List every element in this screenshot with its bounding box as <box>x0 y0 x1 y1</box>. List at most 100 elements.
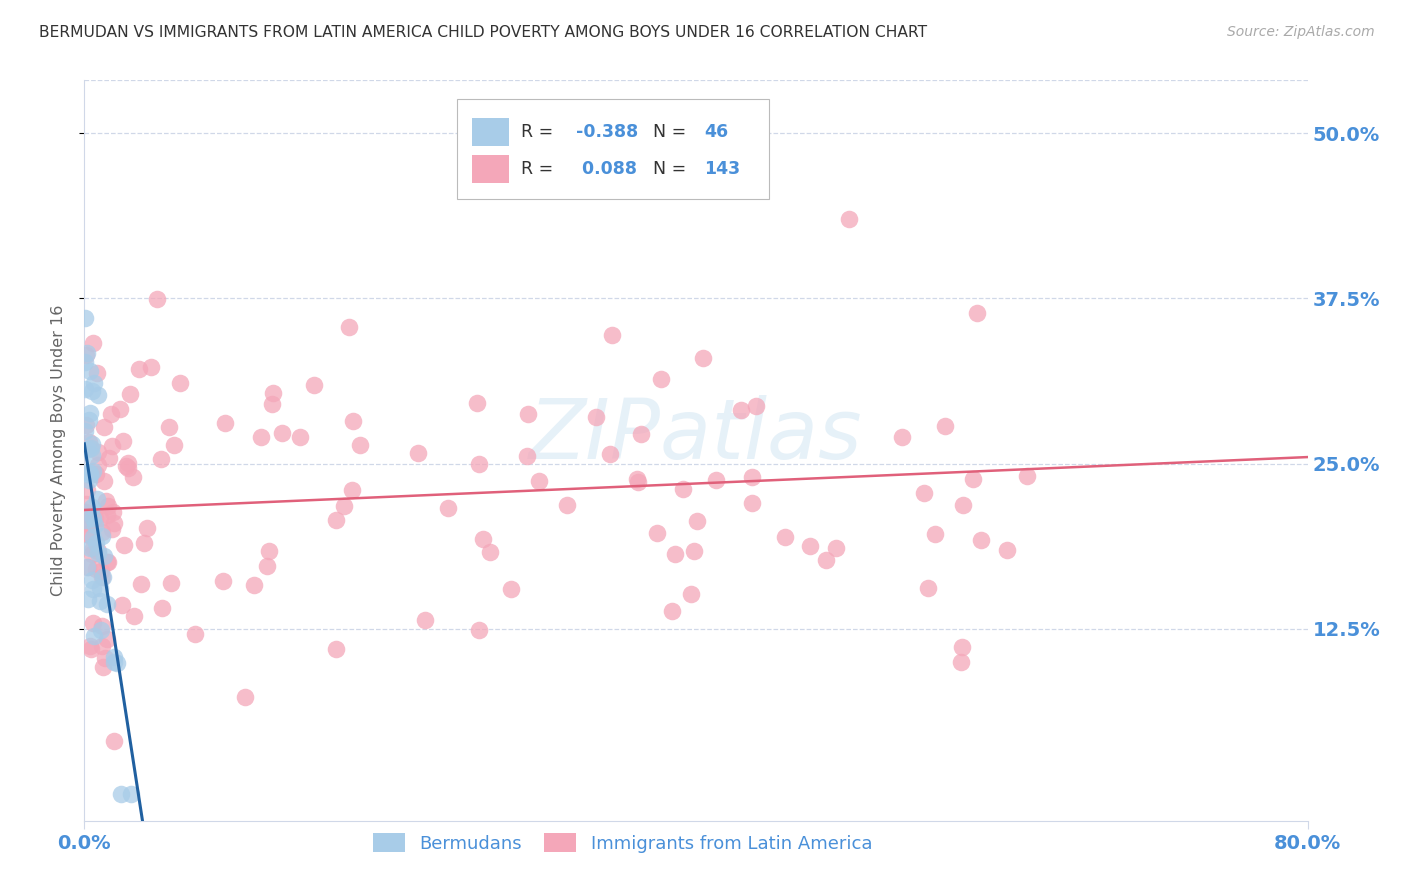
Point <box>89 593 111 607</box>
Point <box>692 351 714 366</box>
Point <box>730 402 752 417</box>
Point <box>84 467 107 481</box>
Point <box>77 442 100 456</box>
Point <box>86 491 108 506</box>
Text: N =: N = <box>654 123 692 141</box>
Point <box>212 574 235 588</box>
Point <box>87 544 110 558</box>
Text: R =: R = <box>522 123 558 141</box>
Point <box>87 388 110 402</box>
Point <box>91 618 114 632</box>
Point <box>838 212 860 227</box>
Point <box>97 451 120 466</box>
Point <box>970 533 993 547</box>
Point <box>160 576 183 591</box>
Point <box>415 613 437 627</box>
Point <box>585 410 607 425</box>
Point <box>949 655 972 669</box>
Point <box>87 444 110 458</box>
Point <box>77 591 100 606</box>
FancyBboxPatch shape <box>457 99 769 199</box>
Point <box>77 528 100 542</box>
Point <box>686 514 709 528</box>
Point <box>468 457 491 471</box>
Point <box>90 570 112 584</box>
Point <box>80 448 103 462</box>
FancyBboxPatch shape <box>472 118 509 146</box>
Point <box>82 511 104 525</box>
Point <box>243 578 266 592</box>
Point <box>82 541 104 555</box>
Point <box>105 656 128 670</box>
Text: 46: 46 <box>704 123 728 141</box>
Text: N =: N = <box>654 161 692 178</box>
Point <box>75 382 97 396</box>
Point <box>82 464 104 478</box>
Legend: Bermudans, Immigrants from Latin America: Bermudans, Immigrants from Latin America <box>366 825 880 860</box>
Point <box>288 430 311 444</box>
Point <box>86 366 108 380</box>
Point <box>82 582 104 597</box>
Point <box>184 626 207 640</box>
Y-axis label: Child Poverty Among Boys Under 16: Child Poverty Among Boys Under 16 <box>51 305 66 596</box>
Point <box>924 527 946 541</box>
Point <box>342 414 364 428</box>
Point <box>77 434 100 449</box>
Point <box>82 384 104 398</box>
Point <box>627 475 650 489</box>
Point <box>912 486 935 500</box>
Point <box>76 346 98 360</box>
Point <box>966 306 988 320</box>
Point <box>745 400 768 414</box>
Text: Source: ZipAtlas.com: Source: ZipAtlas.com <box>1227 25 1375 39</box>
Point <box>89 511 111 525</box>
Point <box>80 573 103 587</box>
Point <box>80 547 103 561</box>
Point <box>117 461 139 475</box>
Point <box>150 451 173 466</box>
Point <box>96 508 118 523</box>
Point <box>75 424 97 438</box>
Point <box>342 483 364 498</box>
Point <box>79 541 101 555</box>
Point <box>103 655 125 669</box>
Point <box>349 438 371 452</box>
Point <box>75 355 97 369</box>
Point <box>94 651 117 665</box>
Point <box>120 787 142 801</box>
Point <box>679 587 702 601</box>
Point <box>136 521 159 535</box>
Point <box>100 407 122 421</box>
Point <box>139 359 162 374</box>
Point <box>333 499 356 513</box>
Point <box>75 506 97 520</box>
Point <box>682 543 704 558</box>
Point <box>77 413 100 427</box>
Point <box>79 364 101 378</box>
Point <box>256 558 278 573</box>
Point <box>96 632 118 646</box>
Point <box>516 407 538 421</box>
Point <box>437 500 460 515</box>
Point <box>86 562 108 576</box>
Point <box>799 539 821 553</box>
Point <box>995 543 1018 558</box>
Point <box>75 497 97 511</box>
Point <box>83 629 105 643</box>
Point <box>93 549 115 563</box>
Point <box>76 465 98 479</box>
Point <box>1015 468 1038 483</box>
Point <box>91 529 114 543</box>
Point <box>80 442 103 456</box>
Point <box>479 545 502 559</box>
Point <box>76 483 98 498</box>
Point <box>75 311 97 326</box>
Point <box>128 362 150 376</box>
Point <box>97 555 120 569</box>
Point <box>741 496 763 510</box>
Point <box>952 640 974 654</box>
Point <box>76 517 98 532</box>
Point <box>555 498 578 512</box>
Point <box>83 518 105 533</box>
Point <box>101 439 124 453</box>
